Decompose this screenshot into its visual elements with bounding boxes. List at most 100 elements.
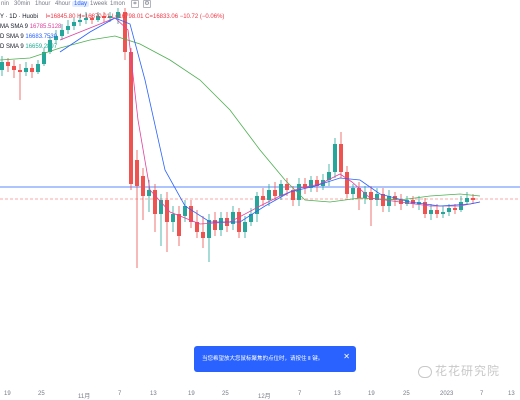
- candle-body: [116, 12, 120, 18]
- candle-body: [267, 190, 271, 200]
- candle-body: [219, 218, 223, 230]
- candle-body: [30, 68, 34, 72]
- candle-body: [291, 190, 295, 200]
- time-tick-label: 7: [298, 391, 302, 397]
- candle-body: [48, 40, 52, 52]
- candle-body: [453, 208, 457, 210]
- indicator-icon[interactable]: ⌗: [131, 0, 139, 8]
- candle-body: [333, 144, 337, 172]
- candle-body: [147, 190, 151, 196]
- candle-body: [423, 202, 427, 214]
- candle-body: [357, 188, 361, 198]
- timeframe-1day[interactable]: 1day: [72, 1, 90, 7]
- candle-body: [471, 198, 475, 200]
- time-tick-label: 7: [480, 391, 484, 397]
- candle-body: [315, 180, 319, 186]
- candle-body: [327, 172, 331, 180]
- candle-body: [123, 12, 127, 52]
- ma-line-pink: [59, 17, 481, 225]
- time-tick-label: 25: [38, 391, 45, 397]
- candle-body: [129, 52, 133, 184]
- candle-body: [441, 212, 445, 214]
- time-tick-label: 2023: [440, 391, 454, 397]
- candle-body: [369, 192, 373, 200]
- time-tick-label: 13: [334, 391, 341, 397]
- candle-body: [273, 190, 277, 196]
- candle-body: [153, 190, 157, 214]
- candle-body: [102, 16, 106, 18]
- candle-body: [213, 220, 217, 230]
- time-tick-label: 12月: [258, 394, 271, 400]
- candle-body: [321, 180, 325, 186]
- watermark: 花花研究院: [418, 362, 500, 379]
- candle-body: [6, 62, 10, 66]
- tooltip-text: 当您希望放大您鼠标聚焦的点位时，请按住 Ⅱ 键。: [202, 356, 324, 362]
- time-tick-label: 13: [508, 391, 515, 397]
- timeframe-toolbar: nin 30min 1hour 4hour 1day 1week 1mon ⌗ …: [0, 0, 520, 10]
- candle-body: [66, 26, 70, 30]
- candle-body: [159, 200, 163, 214]
- candle-body: [78, 20, 82, 22]
- candle-body: [243, 222, 247, 232]
- candle-body: [12, 66, 16, 70]
- watermark-text: 花花研究院: [435, 364, 501, 378]
- candle-body: [0, 62, 4, 70]
- candle-body: [135, 160, 139, 186]
- settings-icon[interactable]: ⚙: [143, 0, 151, 8]
- ma-legend-row: MA SMA 9 16785.5128: [0, 24, 62, 30]
- time-axis: 19 25 11月 7 13 19 25 12月 7 13 19 25 2023…: [0, 390, 520, 400]
- candle-body: [189, 206, 193, 222]
- candle-body: [42, 52, 46, 64]
- candle-body: [309, 180, 313, 188]
- ma-value: 16683.7530: [25, 34, 58, 40]
- timeframe-30min[interactable]: 30min: [14, 1, 31, 7]
- chart-legend: Y · 1D · Huobi l=16845.80 H=16870.01 L=1…: [0, 12, 224, 52]
- candle-body: [108, 16, 112, 18]
- ma-line-green: [0, 35, 481, 203]
- ma-legend-row: D SMA 9 16659.2897: [0, 44, 58, 50]
- candle-body: [165, 200, 169, 222]
- candle-body: [24, 68, 28, 72]
- candle-body: [465, 198, 469, 202]
- candle-body: [18, 70, 22, 72]
- time-tick-label: 7: [118, 391, 122, 397]
- candle-body: [375, 194, 379, 200]
- timeframe-1week[interactable]: 1week: [90, 1, 108, 7]
- candle-body: [36, 64, 40, 72]
- candle-body: [201, 232, 205, 238]
- candle-body: [261, 196, 265, 200]
- candle-body: [345, 172, 349, 194]
- candle-body: [435, 210, 439, 214]
- symbol-label: Y · 1D · Huobi: [0, 14, 38, 20]
- time-tick-label: 25: [403, 391, 410, 397]
- candle-body: [183, 206, 187, 216]
- candle-body: [195, 222, 199, 232]
- candle-body: [303, 184, 307, 188]
- candle-body: [297, 184, 301, 200]
- ma-legend-row: D SMA 9 16683.7530: [0, 34, 58, 40]
- candle-body: [363, 192, 367, 198]
- candle-body: [387, 196, 391, 206]
- candle-body: [72, 22, 76, 26]
- timeframe-1hour[interactable]: 1hour: [35, 1, 51, 7]
- candle-body: [339, 144, 343, 172]
- time-tick-label: 25: [222, 391, 229, 397]
- candle-body: [84, 18, 88, 20]
- candle-body: [54, 36, 58, 40]
- ma-value: 16659.2897: [25, 44, 58, 50]
- ma-line-blue: [59, 17, 481, 223]
- close-icon[interactable]: ✕: [343, 352, 350, 361]
- candle-body: [285, 184, 289, 190]
- timeframe-1mon[interactable]: 1mon: [110, 1, 126, 7]
- timeframe-4hour[interactable]: 4hour: [55, 1, 71, 7]
- candle-body: [177, 214, 181, 236]
- candle-body: [231, 212, 235, 224]
- time-tick-label: 19: [188, 391, 195, 397]
- candle-body: [405, 200, 409, 204]
- candle-body: [207, 220, 211, 238]
- candle-body: [255, 196, 259, 214]
- time-tick-label: 13: [150, 391, 157, 397]
- time-tick-label: 11月: [78, 394, 91, 400]
- timeframe-minute[interactable]: nin: [1, 1, 10, 7]
